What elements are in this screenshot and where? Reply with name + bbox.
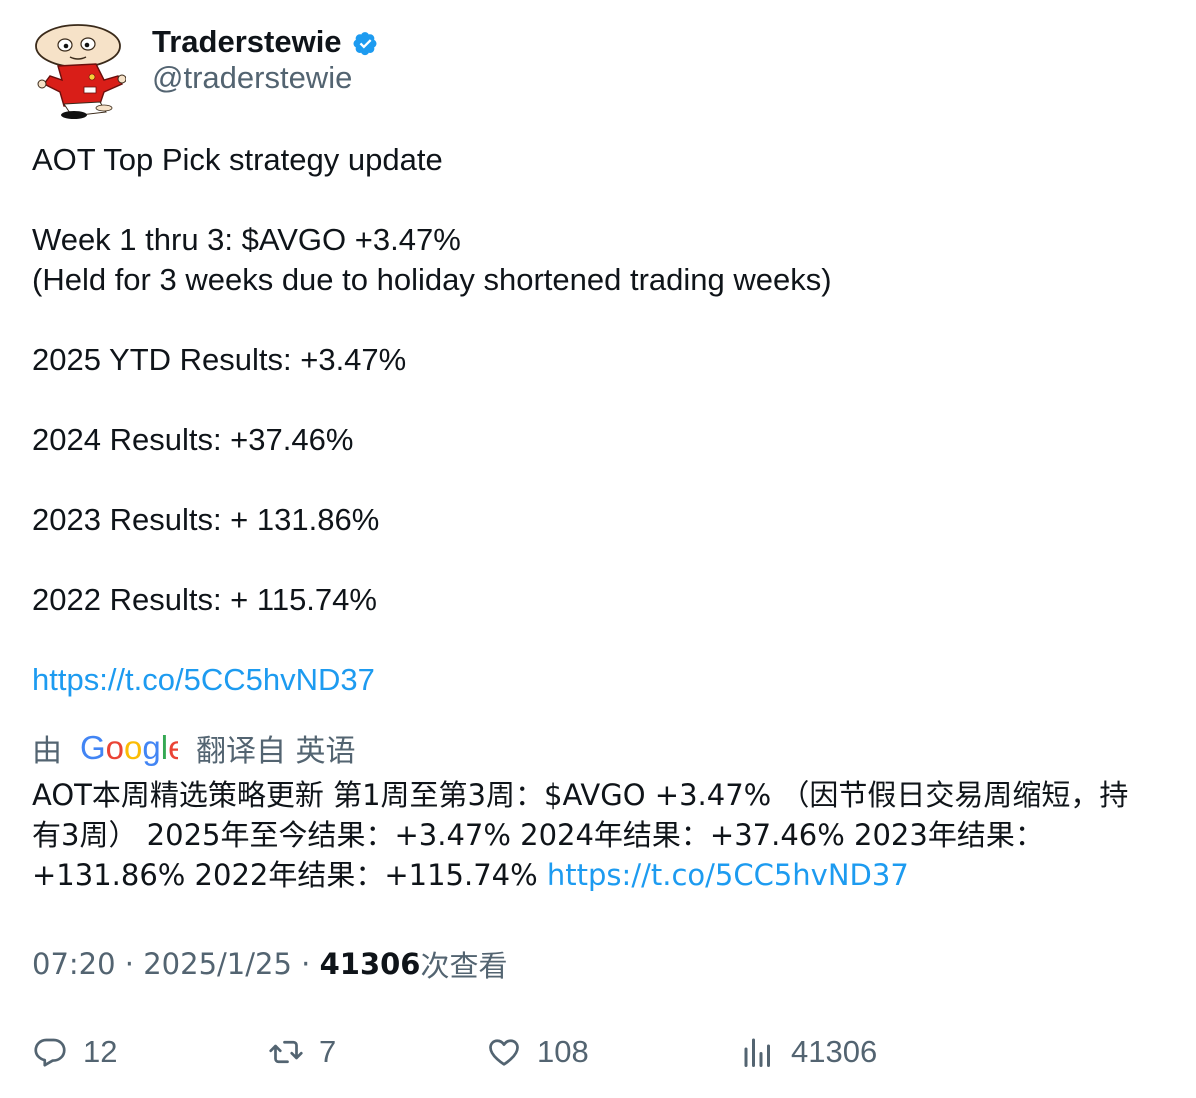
meta-separator: ·	[291, 947, 320, 981]
tweet-time[interactable]: 07:20	[32, 947, 116, 981]
name-row: Traderstewie	[152, 22, 381, 62]
tweet-line	[32, 300, 1162, 340]
stewie-avatar-image	[35, 24, 127, 119]
like-count: 108	[537, 1034, 589, 1069]
display-name[interactable]: Traderstewie	[152, 24, 342, 59]
google-letter: e	[168, 729, 178, 766]
tweet-line: (Held for 3 weeks due to holiday shorten…	[32, 262, 832, 297]
translated-text: AOT本周精选策略更新 第1周至第3周：$AVGO +3.47% （因节假日交易…	[32, 775, 1142, 895]
tweet-line: 2022 Results: + 115.74%	[32, 582, 377, 617]
handle[interactable]: @traderstewie	[152, 60, 353, 95]
views-label: 次查看	[420, 949, 508, 983]
views-button[interactable]: 41306	[740, 1030, 877, 1074]
verified-badge-icon[interactable]	[351, 28, 381, 58]
google-letter: o	[124, 729, 142, 766]
retweet-button[interactable]: 7	[268, 1030, 336, 1074]
tweet-line: 2023 Results: + 131.86%	[32, 502, 380, 537]
tweet-line: Week 1 thru 3: $AVGO +3.47%	[32, 222, 461, 257]
retweet-icon	[269, 1040, 303, 1064]
google-logo: Google	[80, 729, 178, 766]
heart-icon	[489, 1039, 519, 1066]
views-count: 41306	[319, 947, 421, 981]
tweet-date[interactable]: 2025/1/25	[143, 947, 292, 981]
svg-text:Google: Google	[80, 729, 178, 766]
google-letter: g	[142, 729, 160, 766]
meta-separator: ·	[115, 947, 144, 981]
tweet-link[interactable]: https://t.co/5CC5hvND37	[32, 662, 375, 697]
avatar[interactable]	[30, 22, 127, 120]
tweet-line: 2025 YTD Results: +3.47%	[32, 342, 407, 377]
retweet-count: 7	[319, 1034, 337, 1069]
tweet-line	[32, 380, 1162, 420]
tweet-line: 2024 Results: +37.46%	[32, 422, 354, 457]
translated-by-prefix: 由	[32, 734, 62, 769]
like-button[interactable]: 108	[486, 1030, 589, 1074]
translated-link[interactable]: https://t.co/5CC5hvND37	[546, 858, 909, 892]
tweet-meta: 07:20 · 2025/1/25 · 41306 次查看	[32, 944, 508, 984]
analytics-icon	[744, 1038, 770, 1067]
reply-count: 12	[83, 1034, 118, 1069]
tweet-line	[32, 180, 1162, 220]
google-letter: o	[106, 729, 124, 766]
tweet-line: AOT Top Pick strategy update	[32, 142, 443, 177]
tweet-line	[32, 540, 1162, 580]
author-info: Traderstewie @traderstewie	[152, 22, 381, 96]
tweet-line	[32, 460, 1162, 500]
reply-button[interactable]: 12	[32, 1030, 117, 1074]
tweet-text: AOT Top Pick strategy update Week 1 thru…	[32, 140, 1162, 700]
translated-body: AOT本周精选策略更新 第1周至第3周：$AVGO +3.47% （因节假日交易…	[32, 778, 1129, 892]
tweet-line	[32, 620, 1162, 660]
action-bar: 12 7 108 41306	[32, 1030, 1162, 1074]
google-letter: l	[161, 729, 168, 766]
reply-icon	[34, 1038, 66, 1067]
translated-from-label[interactable]: 翻译自 英语	[196, 734, 356, 769]
translated-by-row: 由 Google 翻译自 英语	[32, 728, 356, 769]
google-letter: G	[80, 729, 106, 766]
views-action-count: 41306	[791, 1034, 878, 1069]
